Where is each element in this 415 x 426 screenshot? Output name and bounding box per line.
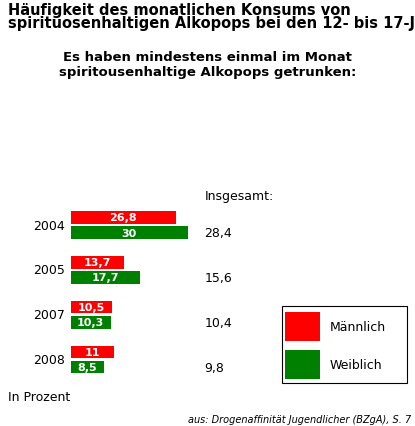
- Bar: [71, 212, 176, 224]
- Text: 9,8: 9,8: [204, 361, 224, 374]
- Bar: [71, 227, 188, 239]
- Text: 10,4: 10,4: [204, 316, 232, 329]
- Bar: [71, 316, 111, 329]
- Text: 15,6: 15,6: [204, 271, 232, 284]
- Text: 13,7: 13,7: [84, 258, 111, 268]
- Text: 2007: 2007: [33, 308, 65, 322]
- Text: 10,3: 10,3: [77, 317, 105, 328]
- Text: 30: 30: [122, 228, 137, 238]
- Text: Häufigkeit des monatlichen Konsums von: Häufigkeit des monatlichen Konsums von: [8, 3, 351, 18]
- FancyBboxPatch shape: [285, 312, 320, 341]
- Text: aus: Drogenaffinität Jugendlicher (BZgA), S. 7: aus: Drogenaffinität Jugendlicher (BZgA)…: [188, 414, 411, 424]
- Text: 11: 11: [84, 347, 100, 357]
- Text: Weiblich: Weiblich: [330, 359, 382, 371]
- Text: In Prozent: In Prozent: [8, 390, 71, 403]
- Text: 10,5: 10,5: [78, 302, 105, 312]
- Bar: [71, 256, 124, 269]
- Text: 8,5: 8,5: [78, 363, 97, 372]
- Text: 28,4: 28,4: [204, 227, 232, 239]
- Text: 17,7: 17,7: [92, 273, 119, 283]
- Text: Es haben mindestens einmal im Monat
spiritousenhaltige Alkopops getrunken:: Es haben mindestens einmal im Monat spir…: [59, 51, 356, 79]
- Text: 2008: 2008: [33, 353, 65, 366]
- Text: spirituosenhaltigen Alkopops bei den 12- bis 17-Jährigen: spirituosenhaltigen Alkopops bei den 12-…: [8, 16, 415, 31]
- Bar: [71, 271, 140, 284]
- Bar: [71, 301, 112, 314]
- Bar: [71, 361, 104, 374]
- Text: 26,8: 26,8: [109, 213, 137, 223]
- Bar: [71, 346, 114, 358]
- Text: 2004: 2004: [33, 219, 65, 232]
- FancyBboxPatch shape: [285, 351, 320, 380]
- Text: Insgesamt:: Insgesamt:: [204, 190, 273, 202]
- Text: Männlich: Männlich: [330, 320, 386, 333]
- Text: 2005: 2005: [33, 264, 65, 277]
